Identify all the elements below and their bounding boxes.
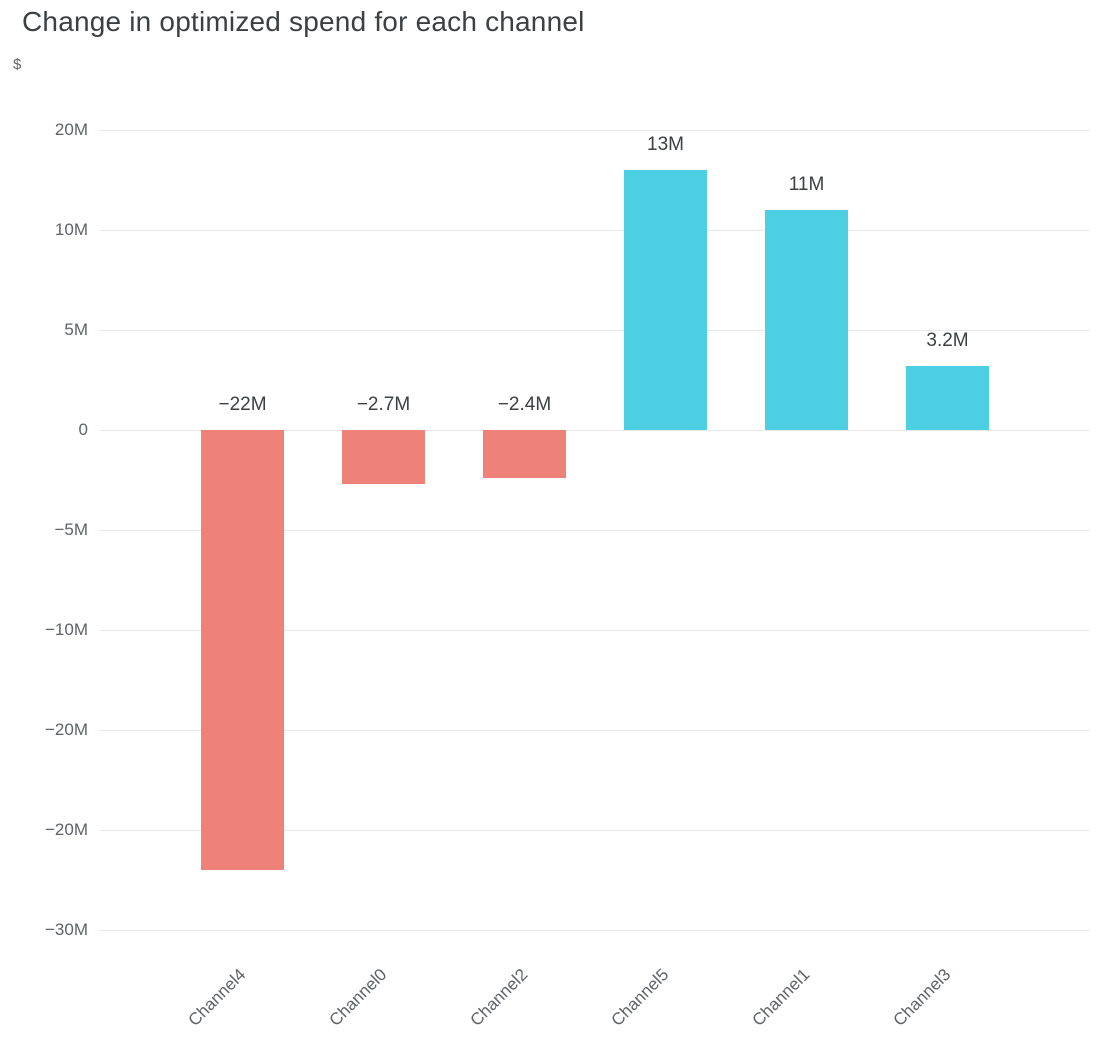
gridline xyxy=(100,729,1090,731)
bar-channel3 xyxy=(906,366,989,430)
y-axis-unit-label: $ xyxy=(13,56,22,73)
y-tick-label: −20M xyxy=(45,720,88,739)
bar-value-label: −2.7M xyxy=(356,394,411,415)
bar-channel4 xyxy=(201,430,284,870)
bar-channel0 xyxy=(342,430,425,484)
bar-value-label: 13M xyxy=(647,134,684,155)
bar-value-label: 11M xyxy=(788,174,825,195)
bar-channel5 xyxy=(624,170,707,430)
gridline xyxy=(100,629,1090,631)
gridline xyxy=(100,929,1090,931)
bar-channel1 xyxy=(765,210,848,430)
y-tick-label: 10M xyxy=(54,220,88,239)
chart-title: Change in optimized spend for each chann… xyxy=(22,6,585,37)
y-tick-label: 5M xyxy=(64,320,88,339)
bar-channel2 xyxy=(483,430,566,478)
x-category-label: Channel4 xyxy=(183,964,249,1030)
y-tick-label: −10M xyxy=(45,620,88,639)
y-tick-label: −30M xyxy=(45,920,88,939)
gridline xyxy=(100,429,1090,431)
bar-value-label: −22M xyxy=(218,394,267,415)
gridline xyxy=(100,829,1090,831)
bar-value-label: −2.4M xyxy=(497,394,552,415)
bar-value-label: 3.2M xyxy=(926,330,969,351)
y-tick-label: 20M xyxy=(54,120,88,139)
gridline xyxy=(100,129,1090,131)
gridline xyxy=(100,529,1090,531)
y-tick-label: −20M xyxy=(45,820,88,839)
gridline xyxy=(100,229,1090,231)
y-tick-label: −5M xyxy=(54,520,88,539)
gridline xyxy=(100,329,1090,331)
y-tick-label: 0 xyxy=(78,420,88,439)
